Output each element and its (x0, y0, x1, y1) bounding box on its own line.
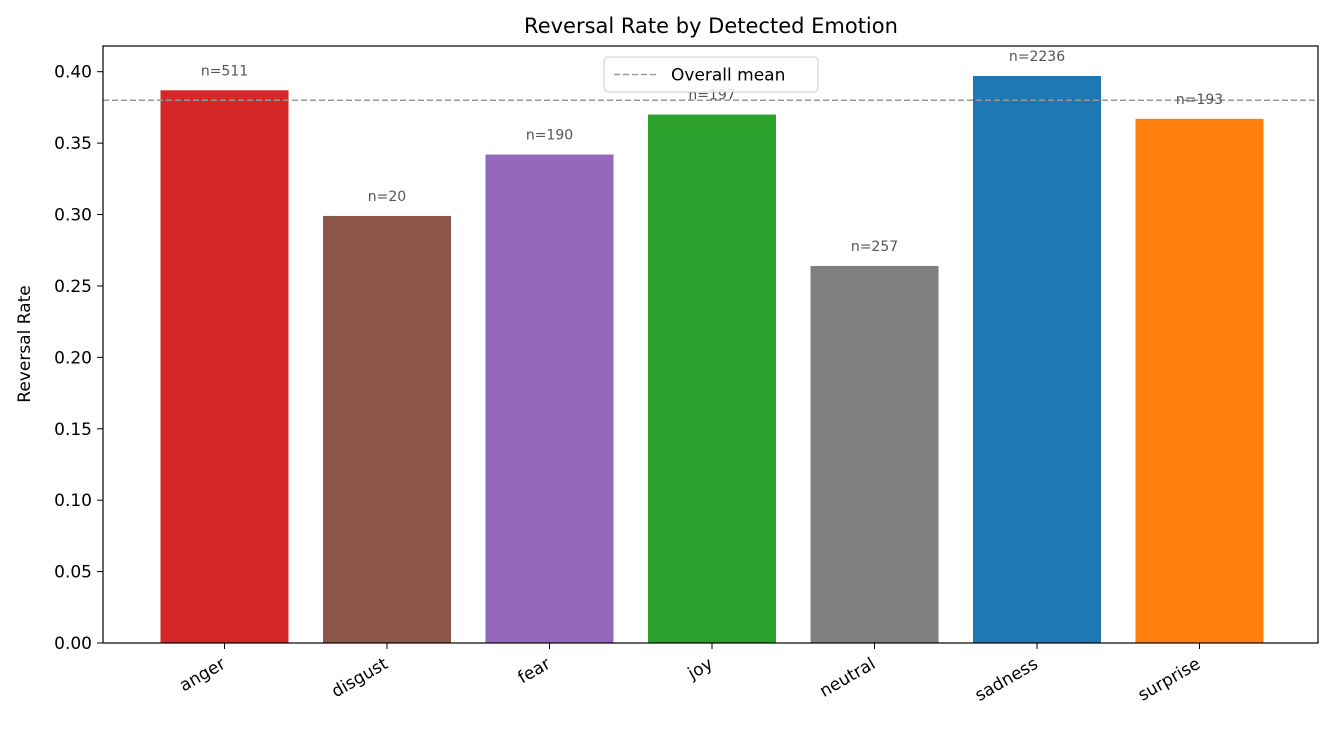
x-tick-label-fear: fear (515, 654, 554, 688)
count-label-fear: n=190 (526, 128, 573, 144)
count-label-disgust: n=20 (368, 189, 406, 205)
x-tick-label-anger: anger (176, 654, 229, 696)
count-label-sadness: n=2236 (1009, 49, 1065, 65)
legend-box (603, 56, 819, 93)
y-tick-label: 0.05 (54, 563, 92, 583)
bar-joy (648, 114, 776, 643)
y-tick-label: 0.20 (54, 348, 92, 368)
chart-title: Reversal Rate by Detected Emotion (524, 14, 898, 38)
bar-neutral (810, 265, 939, 643)
count-label-anger: n=511 (201, 63, 248, 79)
x-tick-label-surprise: surprise (1135, 654, 1204, 706)
y-tick-label: 0.10 (54, 491, 92, 511)
y-tick-label: 0.35 (54, 134, 92, 154)
plot-area: n=511n=20n=190n=197n=257n=2236n=193Overa… (54, 45, 1319, 706)
count-label-surprise: n=193 (1176, 92, 1223, 108)
y-tick-label: 0.40 (54, 63, 92, 83)
bar-anger (160, 90, 289, 643)
legend-label: Overall mean (671, 66, 785, 86)
x-tick-label-neutral: neutral (816, 654, 879, 702)
x-tick-label-sadness: sadness (972, 654, 1042, 706)
x-tick-label-joy: joy (684, 654, 717, 684)
bar-fear (485, 154, 614, 643)
y-tick-label: 0.15 (54, 420, 92, 440)
x-tick-label-disgust: disgust (328, 654, 392, 702)
y-tick-label: 0.30 (54, 206, 92, 226)
bar-sadness (973, 75, 1101, 644)
bar-surprise (1135, 118, 1264, 643)
y-tick-label: 0.00 (54, 634, 92, 654)
y-axis-label: Reversal Rate (15, 285, 35, 402)
bar-disgust (323, 215, 451, 643)
axes-frame (102, 45, 1319, 644)
y-tick-label: 0.25 (54, 277, 92, 297)
count-label-neutral: n=257 (851, 239, 898, 255)
